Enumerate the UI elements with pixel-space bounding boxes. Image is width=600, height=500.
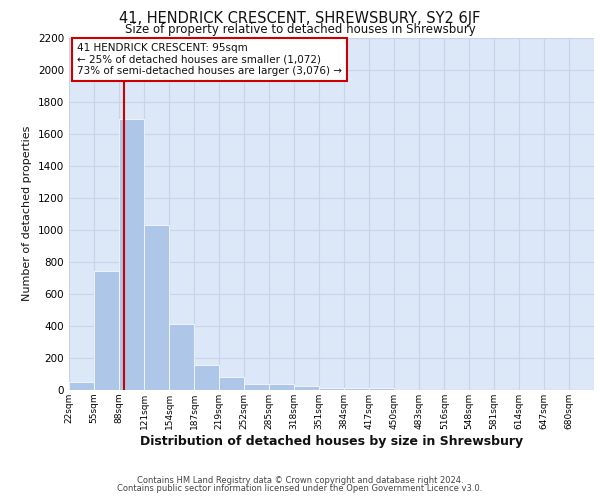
Bar	[269, 384, 294, 390]
Text: Contains public sector information licensed under the Open Government Licence v3: Contains public sector information licen…	[118, 484, 482, 493]
Bar	[344, 388, 369, 390]
Bar	[218, 377, 244, 390]
Bar	[144, 225, 169, 390]
Y-axis label: Number of detached properties: Number of detached properties	[22, 126, 32, 302]
Text: Size of property relative to detached houses in Shrewsbury: Size of property relative to detached ho…	[125, 22, 475, 36]
X-axis label: Distribution of detached houses by size in Shrewsbury: Distribution of detached houses by size …	[140, 434, 523, 448]
Bar	[94, 272, 119, 390]
Bar	[369, 388, 394, 390]
Bar	[319, 388, 344, 390]
Bar	[169, 324, 194, 390]
Bar	[194, 365, 220, 390]
Bar	[119, 119, 144, 390]
Bar	[294, 386, 319, 390]
Text: 41, HENDRICK CRESCENT, SHREWSBURY, SY2 6JF: 41, HENDRICK CRESCENT, SHREWSBURY, SY2 6…	[119, 11, 481, 26]
Bar	[69, 382, 94, 390]
Bar	[244, 384, 269, 390]
Text: Contains HM Land Registry data © Crown copyright and database right 2024.: Contains HM Land Registry data © Crown c…	[137, 476, 463, 485]
Text: 41 HENDRICK CRESCENT: 95sqm
← 25% of detached houses are smaller (1,072)
73% of : 41 HENDRICK CRESCENT: 95sqm ← 25% of det…	[77, 43, 342, 76]
